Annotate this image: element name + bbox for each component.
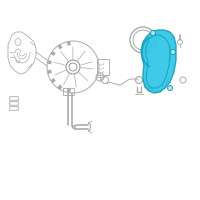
Circle shape bbox=[168, 86, 172, 90]
Circle shape bbox=[170, 49, 176, 54]
Polygon shape bbox=[141, 30, 176, 93]
Circle shape bbox=[151, 30, 156, 36]
